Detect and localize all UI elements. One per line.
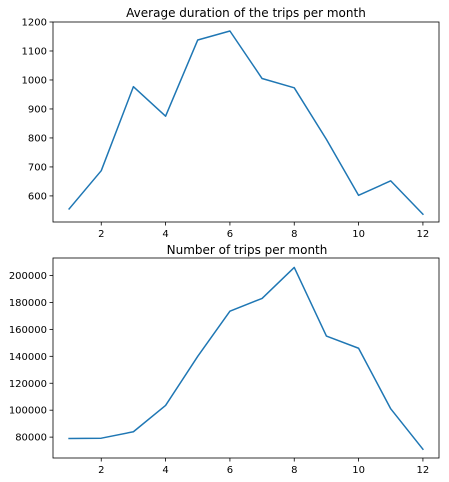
duration-chart-x-tick-label: 10 xyxy=(352,229,365,240)
duration-chart-x-ticks: 2 4 6 8 10 12 xyxy=(98,222,429,240)
duration-chart-y-tick-label: 600 xyxy=(28,191,47,202)
trips-chart-frame xyxy=(52,257,440,459)
duration-chart-x-tick-label: 6 xyxy=(227,229,233,240)
duration-chart-x-tick-label: 2 xyxy=(98,229,104,240)
trips-chart-y-tick-label: 120000 xyxy=(9,379,47,390)
trips-chart-x-tick-label: 12 xyxy=(417,465,430,476)
duration-chart-series-line xyxy=(68,30,424,216)
duration-chart-y-tick-label: 700 xyxy=(28,162,47,173)
trips-chart-x-tick-label: 6 xyxy=(227,465,233,476)
trips-chart-y-tick-label: 160000 xyxy=(9,325,47,336)
duration-chart-y-tick-label: 1200 xyxy=(22,18,47,29)
trips-chart-series-line xyxy=(68,266,424,451)
trips-chart-x-ticks: 2 4 6 8 10 12 xyxy=(98,458,429,476)
trips-chart-x-tick-label: 2 xyxy=(98,465,104,476)
trips-chart-y-tick-label: 80000 xyxy=(15,433,47,444)
trips-chart-y-tick-label: 180000 xyxy=(9,298,47,309)
duration-chart-series xyxy=(68,30,424,216)
trips-chart: Number of trips per month 80000 100000 120… xyxy=(9,243,440,476)
trips-chart-y-tick-label: 140000 xyxy=(9,352,47,363)
trips-chart-x-tick-label: 10 xyxy=(352,465,365,476)
trips-chart-title: Number of trips per month xyxy=(167,243,328,257)
duration-chart: Average duration of the trips per month … xyxy=(22,6,440,240)
duration-chart-frame xyxy=(52,21,440,223)
duration-chart-x-tick-label: 8 xyxy=(291,229,297,240)
trips-chart-y-tick-label: 100000 xyxy=(9,406,47,417)
duration-chart-y-tick-label: 900 xyxy=(28,104,47,115)
duration-chart-y-ticks: 600 700 800 900 1000 1100 1200 xyxy=(22,18,53,202)
duration-chart-y-tick-label: 1100 xyxy=(22,46,47,57)
duration-chart-y-tick-label: 800 xyxy=(28,133,47,144)
duration-chart-title: Average duration of the trips per month xyxy=(126,6,366,20)
duration-chart-x-tick-label: 4 xyxy=(162,229,168,240)
duration-chart-x-tick-label: 12 xyxy=(417,229,430,240)
trips-chart-y-tick-label: 200000 xyxy=(9,271,47,282)
trips-chart-series xyxy=(68,266,424,451)
trips-chart-y-ticks: 80000 100000 120000 140000 160000 180000 20000… xyxy=(9,271,53,444)
trips-chart-x-tick-label: 4 xyxy=(162,465,168,476)
duration-chart-y-tick-label: 1000 xyxy=(22,75,47,86)
trips-chart-x-tick-label: 8 xyxy=(291,465,297,476)
